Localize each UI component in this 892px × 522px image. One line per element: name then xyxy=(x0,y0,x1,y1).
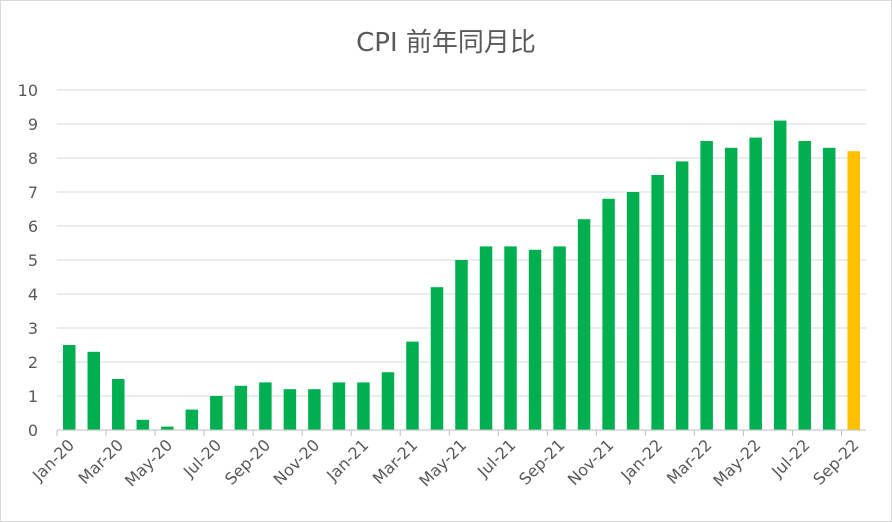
y-tick-label: 3 xyxy=(28,319,38,338)
bar-Jun-20 xyxy=(185,409,199,430)
x-tick-label: Jul-21 xyxy=(473,435,519,481)
bar-May-22 xyxy=(749,137,762,430)
bar-Nov-20 xyxy=(308,389,321,430)
bar-Jul-20 xyxy=(210,396,223,430)
chart-title: CPI 前年同月比 xyxy=(356,28,536,58)
y-tick-label: 8 xyxy=(28,149,38,168)
x-tick-label: Jul-20 xyxy=(179,435,225,481)
bar-Apr-21 xyxy=(430,287,444,430)
bar-May-21 xyxy=(455,260,468,430)
bar-Aug-21 xyxy=(528,249,542,430)
axes xyxy=(56,429,866,436)
x-tick-label: Nov-21 xyxy=(564,435,618,489)
y-tick-label: 6 xyxy=(28,217,38,236)
y-tick-label: 1 xyxy=(28,387,38,406)
x-tick-label: Mar-21 xyxy=(369,435,422,488)
x-tick-label: May-22 xyxy=(709,435,764,490)
x-tick-label: Jan-21 xyxy=(322,435,372,485)
y-tick-label: 10 xyxy=(18,81,38,100)
bar-May-20 xyxy=(161,426,174,430)
y-tick-label: 7 xyxy=(28,183,38,202)
bar-Aug-20 xyxy=(234,385,248,430)
bar-Sep-20 xyxy=(259,382,272,430)
bar-Apr-22 xyxy=(724,147,738,431)
y-tick-label: 2 xyxy=(28,353,38,372)
x-tick-label: Jul-22 xyxy=(767,435,813,481)
bar-Jul-22 xyxy=(798,141,811,430)
y-tick-label: 0 xyxy=(28,421,38,440)
x-tick-label: Sep-21 xyxy=(515,435,568,488)
bars xyxy=(63,120,860,431)
bar-Jan-22 xyxy=(651,175,664,430)
x-tick-label: Mar-20 xyxy=(75,435,128,488)
y-tick-label: 4 xyxy=(28,285,38,304)
x-tick-label: Mar-22 xyxy=(663,435,716,488)
bar-Jan-20 xyxy=(63,345,76,430)
x-tick-label: May-21 xyxy=(415,435,470,490)
x-tick-label: Sep-22 xyxy=(809,435,862,488)
bar-Feb-20 xyxy=(87,351,101,430)
bar-Feb-21 xyxy=(381,372,395,430)
bar-Jul-21 xyxy=(504,246,517,430)
bar-Dec-20 xyxy=(332,382,346,430)
bar-Apr-20 xyxy=(136,419,150,430)
x-tick-label: May-20 xyxy=(121,435,176,490)
bar-Nov-21 xyxy=(602,198,615,430)
x-tick-label: Sep-20 xyxy=(221,435,274,488)
y-tick-label: 5 xyxy=(28,251,38,270)
x-tick-label: Jan-22 xyxy=(616,435,666,485)
bar-Mar-20 xyxy=(112,379,125,430)
bar-Jan-21 xyxy=(357,382,370,430)
x-tick-label: Nov-20 xyxy=(270,435,324,489)
bar-Mar-22 xyxy=(700,141,713,430)
x-tick-label: Jan-20 xyxy=(28,435,78,485)
bar-Sep-22 xyxy=(847,151,860,430)
y-tick-label: 9 xyxy=(28,115,38,134)
bar-Feb-22 xyxy=(675,161,689,430)
bar-Sep-21 xyxy=(553,246,566,430)
bar-Jun-22 xyxy=(773,120,787,430)
bar-Jun-21 xyxy=(479,246,493,430)
bar-Aug-22 xyxy=(822,147,836,431)
bar-Mar-21 xyxy=(406,341,419,430)
bar-Oct-20 xyxy=(283,389,297,430)
bar-Oct-21 xyxy=(577,219,591,430)
bar-Dec-21 xyxy=(626,192,640,430)
